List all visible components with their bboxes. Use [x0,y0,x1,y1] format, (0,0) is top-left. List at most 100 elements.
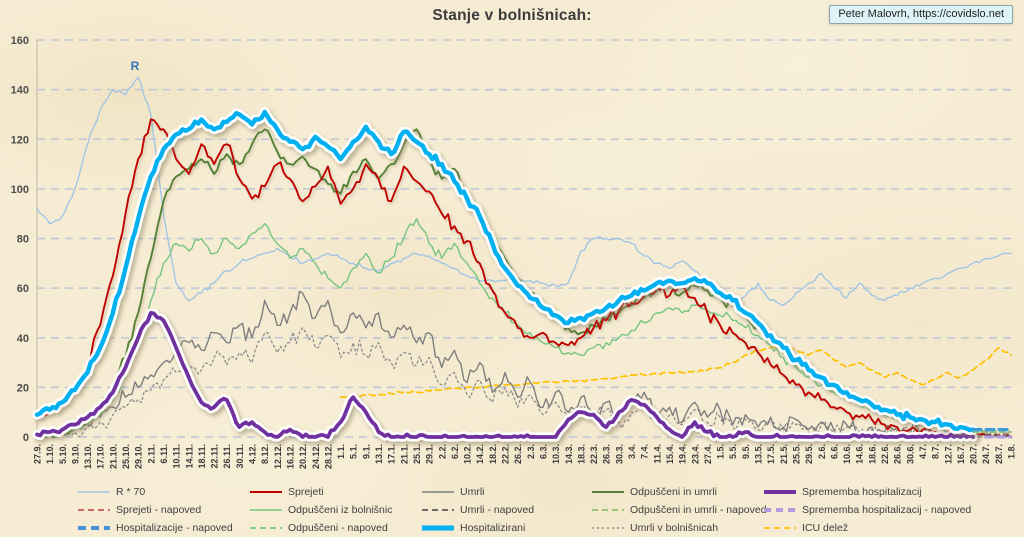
legend-label: Hospitalizirani [460,521,526,534]
y-tick-label: 100 [11,184,29,196]
x-tick-label: 28.7. [994,444,1004,464]
x-tick-label: 17.1. [387,444,397,464]
legend-label: Hospitalizacije - napoved [116,521,233,534]
legend-label: Odpuščeni in umrli [630,485,717,498]
grid-layer [36,39,1011,438]
x-tick-label: 2.11. [146,444,156,464]
y-tick-label: 80 [17,234,29,246]
legend-item: Umrli - napoved [420,501,590,518]
x-tick-label: 8.7. [931,444,941,459]
legend-marker [422,490,454,493]
x-tick-label: 14.6. [855,444,865,464]
x-tick-label: 12.7. [943,444,953,464]
legend-label: Umrli - napoved [460,503,535,516]
x-tick-label: 22.11. [210,444,220,469]
legend-label: Sprememba hospitalizacij - napoved [802,503,972,516]
x-tick-label: 20.12. [298,444,308,469]
x-tick-label: 8.12. [260,444,270,464]
legend-item: Hospitalizacije - napoved [76,519,248,536]
x-tick-label: 18.6. [867,444,877,464]
x-tick-label: 27.9. [33,444,43,464]
legend-marker [422,525,454,530]
legend-label: Sprejeti [288,485,324,498]
x-tick-label: 4.12. [248,444,258,464]
x-tick-label: 25.10. [121,444,131,469]
chart-legend: R * 70 Sprejeti Umrli Odpuščeni in umrli Spr… [76,483,998,536]
page-title: Stanje v bolnišnicah: [432,7,592,24]
chart-svg: 0 20 40 60 80 100 120 140 160 27.9. 1.10. 5.10. 9.10… [11,35,1017,469]
axis-labels-layer: 0 20 40 60 80 100 120 140 160 27.9. 1.10. 5.10. 9.10… [11,35,1017,469]
x-tick-label: 21.1. [399,444,409,464]
x-tick-label: 1.5. [716,444,726,459]
legend-marker [250,490,282,493]
x-tick-label: 26.6. [893,444,903,464]
y-tick-label: 120 [11,134,29,146]
legend-marker [250,508,282,511]
x-tick-label: 17.10. [96,444,106,469]
x-tick-label: 9.1. [361,444,371,459]
r-annotation: R [131,59,140,73]
x-tick-label: 15.4. [665,444,675,464]
x-tick-label: 25.5. [791,444,801,464]
series-line-umrli_v_bolnisnicah [36,327,1012,438]
x-tick-label: 11.4. [652,444,662,464]
legend-item: R * 70 [76,483,248,500]
x-tick-label: 3.4. [627,444,637,459]
x-tick-label: 21.5. [779,444,789,464]
x-tick-label: 2.2. [437,444,447,459]
legend-label: Odpuščeni - napoved [288,521,388,534]
x-tick-label: 1.10. [45,444,55,464]
legend-item: Sprememba hospitalizacij [762,483,998,500]
legend-item: Sprejeti - napoved [76,501,248,518]
series-line-r70 [36,76,1012,307]
x-tick-label: 1.1. [336,444,346,459]
legend-item: Umrli [420,483,590,500]
legend-label: ICU delež [802,521,849,534]
x-tick-label: 18.11. [197,444,207,469]
x-tick-label: 14.11. [184,444,194,469]
x-tick-label: 13.1. [374,444,384,464]
legend-label: R * 70 [116,485,146,498]
legend-item: ICU delež [762,519,998,536]
x-tick-label: 14.3. [564,444,574,464]
legend-marker [592,508,624,511]
credit-box: Peter Malovrh, https://covidslo.net [829,5,1013,24]
credit-text: Peter Malovrh, https://covidslo.net [838,8,1004,20]
legend-item: Odpuščeni in umrli [590,483,762,500]
x-tick-label: 30.11. [235,444,245,469]
x-tick-label: 22.2. [501,444,511,464]
x-tick-label: 16.12. [285,444,295,469]
x-tick-label: 24.12. [311,444,321,469]
x-tick-label: 26.3. [602,444,612,464]
legend-label: Umrli [460,485,485,498]
series-line-odpusceni_in_umrli [36,128,975,438]
series-line-sprejeti [36,118,987,438]
x-tick-label: 4.7. [918,444,928,459]
legend-marker [592,526,624,529]
legend-marker [764,489,796,494]
x-tick-label: 29.1. [425,444,435,464]
legend-item: Odpuščeni iz bolnišnic [248,501,420,518]
legend-marker [78,525,110,530]
x-tick-label: 22.3. [589,444,599,464]
legend-marker [422,508,454,511]
y-tick-label: 60 [17,283,29,295]
legend-item: Odpuščeni - napoved [248,519,420,536]
legend-marker [592,490,624,493]
x-tick-label: 6.6. [829,444,839,459]
x-tick-label: 13.10. [83,444,93,469]
series-line-umrli [36,290,987,438]
x-tick-label: 16.7. [956,444,966,464]
x-tick-label: 17.5. [766,444,776,464]
x-tick-label: 6.3. [538,444,548,459]
legend-item: Odpuščeni in umrli - napoved [590,501,767,518]
series-line-hospitalizirani [34,109,976,433]
legend-item: Umrli v bolnišnicah [590,519,762,536]
legend-marker [250,526,282,529]
x-tick-label: 1.8. [1007,444,1017,459]
x-tick-label: 18.3. [576,444,586,464]
legend-label: Umrli v bolnišnicah [630,521,719,534]
x-tick-label: 29.5. [804,444,814,464]
legend-marker [78,490,110,493]
